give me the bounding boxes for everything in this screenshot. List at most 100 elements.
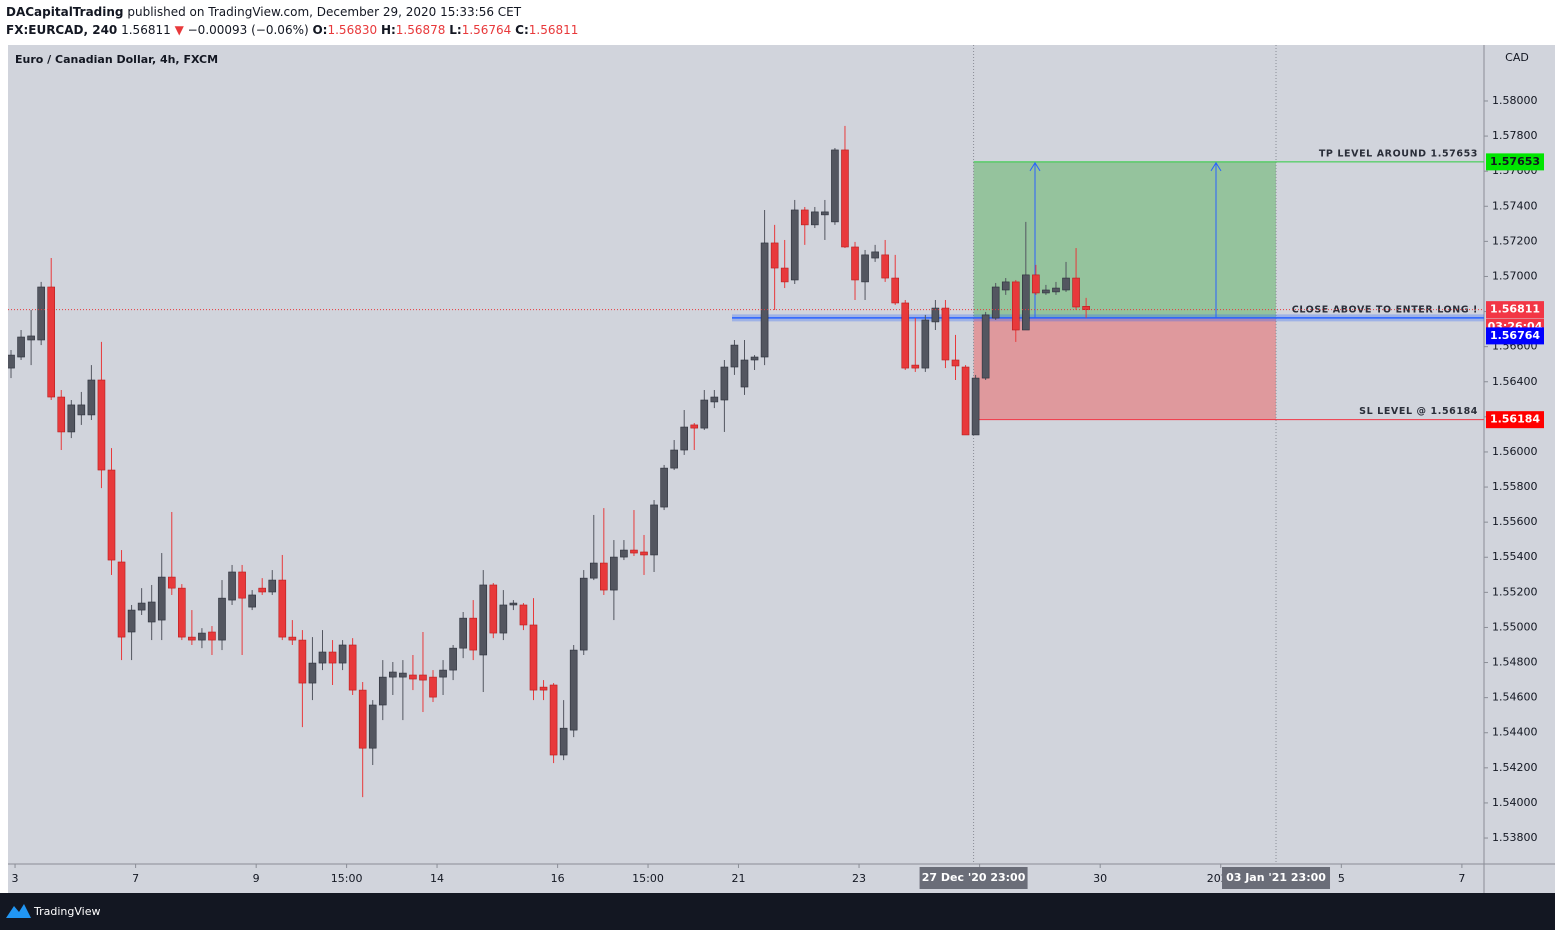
candle-body: [278, 579, 287, 638]
candle-body: [579, 577, 588, 651]
candle-body: [891, 277, 900, 304]
y-tick-label: 1.57200: [1492, 234, 1538, 247]
candle-body: [851, 246, 859, 281]
footer: [0, 893, 1555, 930]
candle-body: [389, 671, 397, 678]
y-tick-label: 1.55600: [1492, 515, 1538, 528]
candle-body: [1032, 274, 1040, 294]
candle-body: [991, 286, 1000, 319]
candle-body: [358, 689, 367, 749]
y-tick-label: 1.54000: [1492, 796, 1538, 809]
x-tick-label: 15:00: [331, 872, 363, 885]
candle-body: [650, 504, 658, 556]
candle-body: [97, 379, 106, 471]
candle-body: [188, 636, 196, 641]
candle-body: [881, 254, 889, 279]
candle-body: [27, 335, 35, 341]
candle-body: [399, 672, 407, 678]
candle-body: [831, 149, 839, 223]
sl-label: SL LEVEL @ 1.56184: [1359, 406, 1478, 417]
brand: TradingView: [33, 905, 100, 918]
x-tick-label: 30: [1093, 872, 1107, 885]
last-price-badge: [1486, 301, 1544, 319]
ohlc-value: 1.56878: [396, 23, 446, 37]
candle-body: [439, 669, 447, 678]
y-tick-label: 1.55000: [1492, 620, 1538, 633]
end-time-badge: [1222, 867, 1331, 889]
ohlc-value: 1.56764: [462, 23, 512, 37]
ohlc-key: O:: [312, 23, 327, 37]
arrow: ▼: [175, 23, 185, 37]
tp-label: TP LEVEL AROUND 1.57653: [1319, 148, 1478, 159]
symbol: FX:EURCAD, 240: [6, 23, 117, 37]
tp-badge-label: 1.57653: [1490, 155, 1540, 168]
candle-body: [57, 396, 66, 433]
candle-body: [901, 302, 910, 369]
candle-body: [107, 469, 116, 561]
candle-body: [760, 242, 769, 358]
arrow-head: [1029, 161, 1041, 172]
candle-body: [821, 211, 829, 216]
candle-body: [720, 366, 729, 401]
logo: [6, 904, 31, 918]
x-tick-label: 23: [852, 872, 866, 885]
published: published on TradingView.com, December 2…: [127, 5, 521, 19]
change: −0.00093 (−0.06%): [188, 23, 309, 37]
candle-body: [589, 562, 598, 579]
candle-body: [941, 307, 950, 361]
end-time-label: 03 Jan '21 23:00: [1226, 871, 1326, 884]
entry-label: CLOSE ABOVE TO ENTER LONG !: [1292, 304, 1478, 315]
ohlc-value: 1.56811: [529, 23, 579, 37]
candle-body: [178, 587, 186, 638]
candle-body: [811, 211, 819, 226]
candle-body: [238, 571, 246, 599]
y-tick-label: 1.55200: [1492, 585, 1538, 598]
candle-body: [308, 662, 317, 684]
candle-body: [519, 604, 528, 626]
candle-body: [228, 571, 236, 601]
entry-badge: [1486, 327, 1544, 345]
candle-body: [37, 286, 45, 341]
loss-zone: [973, 317, 1277, 420]
symbol-line: FX:EURCAD, 240 1.56811 ▼ −0.00093 (−0.06…: [6, 23, 578, 37]
y-tick-label: 1.54800: [1492, 656, 1538, 669]
candle-body: [600, 562, 608, 591]
candle-body: [258, 587, 267, 593]
candle-body: [559, 727, 568, 756]
candle-body: [248, 594, 256, 608]
candle-body: [800, 209, 809, 226]
plot: TP LEVEL AROUND 1.57653 CLOSE ABOVE TO EN…: [8, 45, 1484, 864]
candle-body: [459, 617, 467, 649]
y-tick-label: 1.56000: [1492, 445, 1538, 458]
candle-body: [921, 319, 930, 369]
candle-body: [489, 584, 498, 634]
candle-body: [17, 336, 25, 358]
candle-body: [630, 549, 638, 554]
candle-body: [268, 579, 277, 593]
candle-body: [660, 467, 668, 508]
x-tick-label: 7: [1458, 872, 1465, 885]
candle-body: [198, 632, 206, 641]
candle-body: [680, 426, 689, 451]
sl-badge: [1486, 411, 1544, 429]
candle-body: [690, 424, 699, 429]
y-tick-label: 1.54200: [1492, 761, 1538, 774]
x-tick-label: 5: [1338, 872, 1345, 885]
candle-body: [931, 307, 940, 323]
candle-body: [1062, 277, 1070, 291]
candle-body: [499, 604, 508, 634]
start-time-badge: [919, 867, 1028, 889]
candle-body: [670, 449, 678, 469]
candle-body: [479, 584, 488, 656]
y-tick-label: 1.57800: [1492, 129, 1538, 142]
candle-body: [700, 399, 709, 429]
candle-body: [298, 639, 307, 684]
sl-badge-label: 1.56184: [1490, 413, 1540, 426]
x-tick-label: 14: [430, 872, 444, 885]
ohlc-key: C:: [515, 23, 529, 37]
ohlc-key: L:: [449, 23, 461, 37]
y-tick-label: 1.53800: [1492, 831, 1538, 844]
tp-badge: [1486, 153, 1544, 171]
plot-background: [8, 45, 1555, 893]
